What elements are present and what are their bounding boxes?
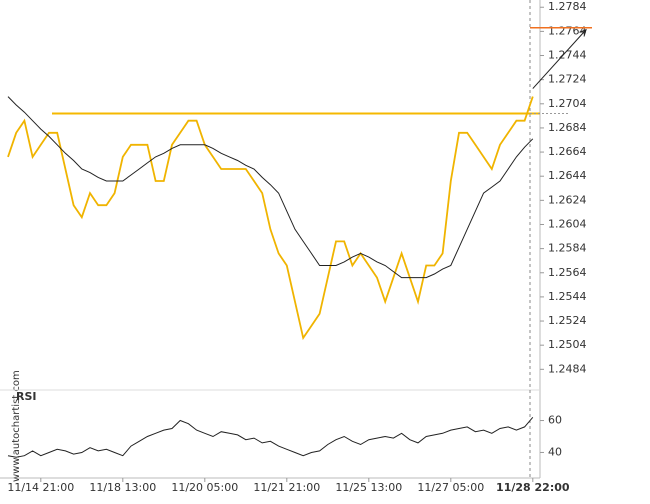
y-tick-label: 1.2724	[548, 73, 587, 86]
y-tick-label: 1.2744	[548, 49, 587, 62]
x-tick-label: 11/20 05:00	[171, 481, 238, 494]
y-tick-label: 1.2484	[548, 362, 587, 375]
y-tick-label: 1.2584	[548, 242, 587, 255]
x-tick-label: 11/28 22:00	[496, 481, 570, 494]
series-line	[7, 416, 534, 458]
y-tick-label: 1.2624	[548, 193, 587, 206]
forecast-arrow	[532, 29, 587, 89]
source-label: www.autochartist.com	[11, 370, 22, 482]
x-tick-label: 11/27 05:00	[417, 481, 484, 494]
arrow-head	[579, 28, 587, 37]
y-tick-label: 1.2504	[548, 338, 587, 351]
y-tick-label: 1.2524	[548, 314, 587, 327]
y-tick-label: 1.2604	[548, 217, 587, 230]
y-tick-label: 1.2684	[548, 121, 587, 134]
x-tick-label: 11/21 21:00	[253, 481, 320, 494]
x-tick-label: 11/18 13:00	[89, 481, 156, 494]
x-tick-label: 11/14 21:00	[7, 481, 74, 494]
y-tick-label: 1.2664	[548, 145, 587, 158]
y-tick-label: 1.2564	[548, 266, 587, 279]
y-tick-label: 40	[548, 445, 562, 458]
series-line	[7, 96, 534, 341]
y-tick-label: 60	[548, 414, 562, 427]
y-tick-label: 1.2704	[548, 97, 587, 110]
series-line	[7, 96, 534, 279]
y-tick-label: 1.2544	[548, 290, 587, 303]
rsi-title: RSI	[16, 390, 37, 403]
y-tick-label: 1.2784	[548, 0, 587, 13]
x-tick-label: 11/25 13:00	[335, 481, 402, 494]
y-tick-label: 1.2644	[548, 169, 587, 182]
